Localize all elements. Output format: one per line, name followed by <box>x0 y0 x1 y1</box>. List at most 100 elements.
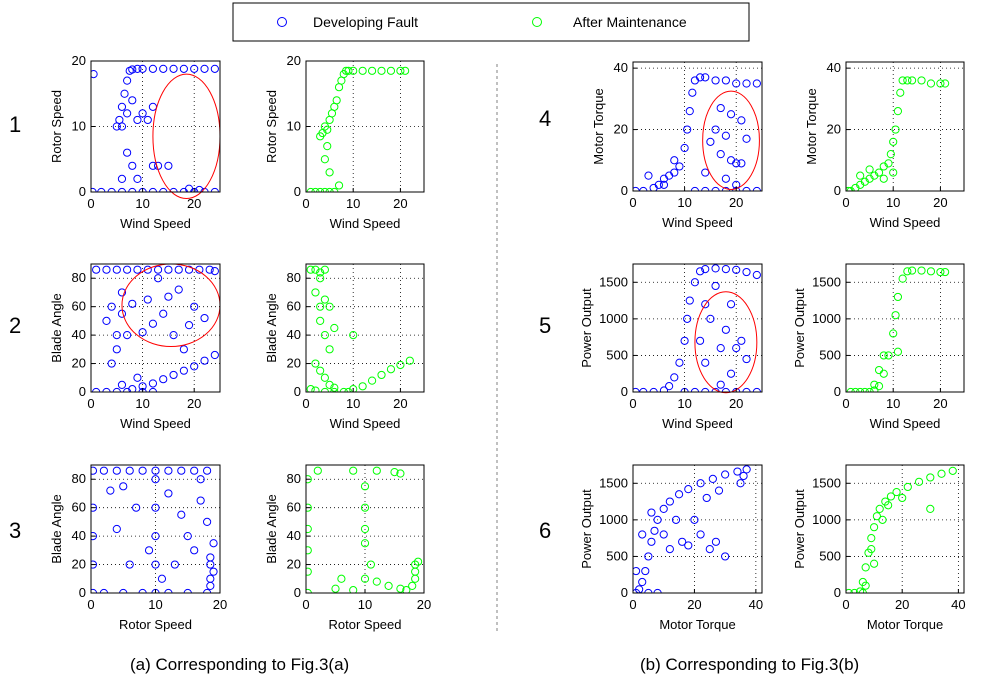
data-point <box>665 497 674 506</box>
x-tick-label: 10 <box>358 597 372 612</box>
y-tick-label: 60 <box>287 500 301 515</box>
x-tick-label: 10 <box>346 196 360 211</box>
plot-frame <box>305 263 425 393</box>
y-tick-label: 0 <box>621 183 628 198</box>
scatter-panels: 0 10 20 0 10 20 Wind Speed Rotor Speed 0 10 20 0 10 2… <box>49 53 966 632</box>
y-tick-label: 20 <box>287 557 301 572</box>
data-point <box>937 469 946 478</box>
y-tick-label: 0 <box>294 585 301 600</box>
scatter-panel-10: 0 10 20 0 500 1000 1500 Wind Speed Power Output <box>792 263 965 431</box>
data-points <box>846 466 957 593</box>
data-point <box>164 588 173 593</box>
data-point <box>196 496 205 505</box>
data-point <box>91 466 98 475</box>
data-point <box>914 477 924 486</box>
data-point <box>872 512 882 521</box>
row-label-2: 2 <box>9 313 21 338</box>
data-point <box>91 532 98 541</box>
plot-frame <box>632 61 763 192</box>
row-label-1: 1 <box>9 112 21 137</box>
x-tick-label: 0 <box>842 597 849 612</box>
data-point <box>732 344 741 353</box>
data-point <box>143 265 152 274</box>
data-point <box>936 79 945 88</box>
data-point <box>209 567 218 576</box>
plot-area <box>91 264 220 392</box>
data-point <box>858 588 867 593</box>
data-point <box>678 537 687 546</box>
data-point <box>153 274 163 283</box>
data-point <box>107 359 116 368</box>
x-tick-label: 0 <box>87 396 94 411</box>
data-point <box>205 265 214 274</box>
data-point <box>695 73 705 82</box>
data-point <box>702 493 711 503</box>
data-point <box>893 347 903 356</box>
data-point <box>696 479 705 488</box>
y-tick-label: 20 <box>287 356 301 371</box>
y-tick-label: 40 <box>287 327 301 342</box>
data-point <box>325 380 334 389</box>
x-tick-label: 10 <box>148 597 162 612</box>
data-point <box>659 504 668 513</box>
data-point <box>164 161 173 170</box>
y-tick-label: 0 <box>79 184 86 199</box>
data-point <box>390 468 399 477</box>
data-point <box>358 382 367 391</box>
data-point <box>675 358 684 367</box>
x-axis-label: Rotor Speed <box>119 617 192 632</box>
y-tick-label: 20 <box>72 53 86 68</box>
data-point <box>732 79 741 88</box>
y-axis-label: Power Output <box>579 288 594 368</box>
plot-frame <box>845 464 965 594</box>
data-point <box>405 356 414 365</box>
data-point <box>320 373 329 382</box>
plot-frame <box>90 263 221 393</box>
data-point <box>151 475 160 484</box>
y-tick-label: 60 <box>72 500 86 515</box>
data-point <box>917 266 926 275</box>
data-point <box>107 302 116 311</box>
plot-frame <box>632 263 763 393</box>
data-point <box>306 475 312 484</box>
data-point <box>164 265 173 274</box>
data-point <box>941 79 950 88</box>
data-point <box>206 553 215 562</box>
data-point <box>306 546 312 555</box>
scatter-panel-12: 0 20 40 0 500 1000 1500 Motor Torque Power Outpu… <box>792 464 966 632</box>
data-point <box>726 369 736 378</box>
data-point <box>701 358 710 367</box>
y-tick-label: 0 <box>621 384 628 399</box>
data-point <box>179 366 188 375</box>
data-point <box>325 302 334 311</box>
data-point <box>711 125 720 134</box>
data-point <box>320 155 329 164</box>
x-tick-label: 20 <box>687 597 701 612</box>
data-point <box>926 504 935 513</box>
data-point <box>200 313 209 323</box>
data-point <box>117 380 127 389</box>
plot-frame <box>845 61 965 192</box>
data-point <box>174 285 183 294</box>
data-point <box>644 552 653 561</box>
data-point <box>411 560 420 569</box>
data-point <box>133 265 142 274</box>
x-tick-label: 20 <box>417 597 431 612</box>
data-point <box>732 159 741 168</box>
y-tick-label: 0 <box>834 384 841 399</box>
data-point <box>903 482 912 492</box>
data-point <box>647 508 656 517</box>
y-tick-label: 80 <box>72 471 86 486</box>
data-point <box>696 530 705 539</box>
x-axis-label: Wind Speed <box>870 215 941 230</box>
data-point <box>151 503 160 512</box>
data-point <box>688 88 697 97</box>
y-tick-label: 0 <box>834 585 841 600</box>
scatter-panel-9: 0 10 20 0 500 1000 1500 Wind Speed Power Output <box>579 263 763 431</box>
row-label-4: 4 <box>539 106 551 131</box>
x-tick-label: 0 <box>87 597 94 612</box>
plot-area <box>633 465 762 593</box>
data-point <box>316 302 325 311</box>
y-axis-label: Rotor Speed <box>49 90 64 163</box>
data-point <box>138 588 147 593</box>
